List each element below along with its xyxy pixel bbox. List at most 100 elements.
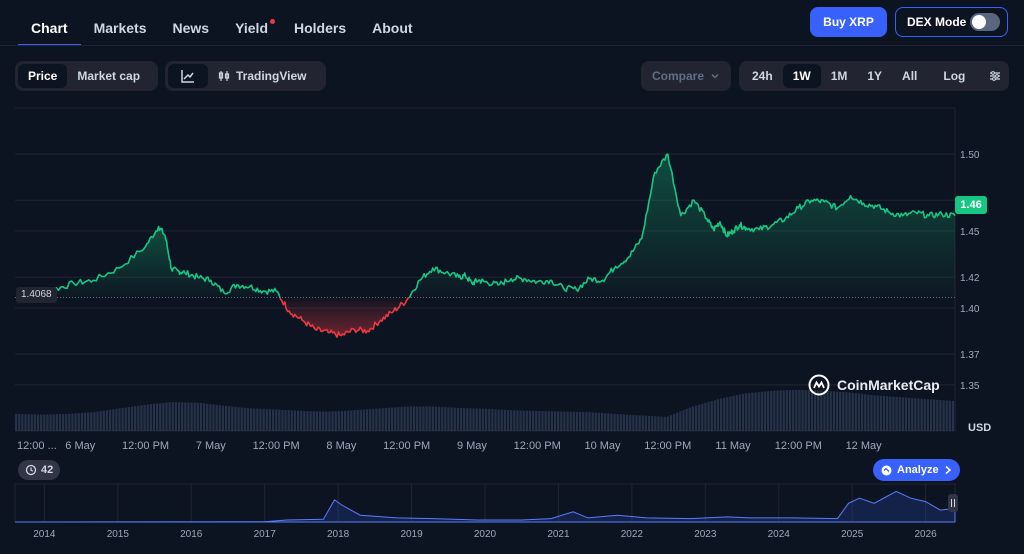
toggle-switch[interactable] bbox=[970, 13, 1000, 31]
volume-bar bbox=[663, 416, 666, 431]
settings-button[interactable] bbox=[981, 64, 1009, 88]
volume-bar bbox=[594, 412, 597, 431]
volume-bar bbox=[447, 407, 450, 431]
volume-bar bbox=[939, 400, 942, 431]
volume-bar bbox=[917, 398, 920, 431]
volume-bar bbox=[466, 408, 469, 431]
volume-bar bbox=[58, 414, 62, 431]
volume-bar bbox=[347, 410, 350, 431]
volume-bar bbox=[575, 411, 579, 431]
overview-x-label: 2021 bbox=[547, 529, 570, 540]
y-tick-label: 1.42 bbox=[960, 273, 980, 284]
market-cap-button[interactable]: Market cap bbox=[77, 69, 141, 83]
tab-holders[interactable]: Holders bbox=[294, 20, 347, 36]
dex-mode-toggle[interactable]: DEX Mode bbox=[895, 7, 1008, 37]
volume-bar bbox=[510, 410, 513, 431]
overview-x-label: 2014 bbox=[33, 529, 56, 540]
overview-x-label: 2023 bbox=[694, 529, 717, 540]
volume-bar bbox=[406, 406, 409, 431]
line-chart-button[interactable] bbox=[168, 64, 208, 88]
tab-chart[interactable]: Chart bbox=[18, 10, 81, 46]
range-1m[interactable]: 1M bbox=[830, 69, 848, 83]
x-tick-label: 11 May bbox=[715, 440, 751, 452]
volume-bar bbox=[24, 414, 27, 431]
volume-bar bbox=[268, 409, 271, 431]
volume-bar bbox=[428, 406, 431, 431]
volume-bar bbox=[857, 393, 861, 431]
x-tick-label: 12:00 PM bbox=[122, 440, 169, 452]
y-axis: 1.351.371.401.421.451.471.50 bbox=[960, 150, 980, 392]
overview-x-label: 2015 bbox=[107, 529, 130, 540]
compare-dropdown[interactable]: Compare bbox=[641, 61, 731, 91]
x-tick-label: 12:00 PM bbox=[253, 440, 300, 452]
volume-bar bbox=[137, 405, 140, 431]
volume-bar bbox=[785, 390, 788, 431]
tab-yield[interactable]: Yield bbox=[222, 10, 281, 46]
volume-bar bbox=[74, 413, 77, 431]
volume-bar bbox=[234, 406, 237, 431]
volume-bar bbox=[387, 407, 391, 431]
analyze-label: Analyze bbox=[897, 464, 939, 476]
overview-chart[interactable]: 2014 2015 2016 2017 2018 2019 2020 2021 2022 2023… bbox=[0, 482, 1024, 554]
volume-bar bbox=[152, 403, 156, 431]
volume-bar bbox=[682, 410, 685, 431]
volume-bar bbox=[748, 393, 751, 431]
volume-bar bbox=[579, 411, 582, 431]
tradingview-button[interactable]: TradingView bbox=[208, 64, 316, 88]
y-tick-label: 1.37 bbox=[960, 350, 980, 361]
volume-bar bbox=[43, 414, 46, 431]
volume-bar bbox=[513, 410, 516, 431]
line-up bbox=[21, 225, 281, 298]
volume-bar bbox=[83, 412, 87, 431]
overview-x-label: 2025 bbox=[841, 529, 864, 540]
analyze-button[interactable]: Analyze bbox=[873, 459, 960, 481]
volume-bar bbox=[87, 412, 90, 431]
volume-bar bbox=[832, 391, 835, 431]
volume-bar bbox=[36, 414, 40, 431]
range-handle[interactable] bbox=[948, 494, 958, 512]
volume-bar bbox=[27, 414, 30, 431]
volume-bar bbox=[622, 414, 626, 431]
volume-bar bbox=[33, 414, 36, 431]
price-chart[interactable]: 1.351.371.401.421.451.471.50 12:00 ...6 … bbox=[0, 100, 1024, 460]
price-button[interactable]: Price bbox=[18, 64, 68, 88]
tab-news[interactable]: News bbox=[172, 20, 210, 36]
volume-bar bbox=[206, 403, 209, 431]
volume-bar bbox=[525, 410, 528, 431]
notification-dot bbox=[270, 19, 275, 24]
volume-bar bbox=[588, 412, 591, 431]
volume-bar bbox=[569, 411, 572, 431]
x-tick-label: 7 May bbox=[196, 440, 226, 452]
range-1y[interactable]: 1Y bbox=[867, 69, 883, 83]
volume-bar bbox=[165, 402, 168, 431]
volume-bar bbox=[864, 394, 867, 431]
overview-x-label: 2016 bbox=[180, 529, 203, 540]
tab-about[interactable]: About bbox=[372, 20, 413, 36]
volume-bar bbox=[124, 407, 127, 431]
volume-bar bbox=[933, 399, 936, 431]
buy-xrp-button[interactable]: Buy XRP bbox=[810, 7, 887, 37]
volume-bar bbox=[882, 396, 886, 431]
volume-bar bbox=[246, 408, 250, 431]
volume-bar bbox=[560, 411, 563, 431]
volume-bar bbox=[651, 416, 654, 431]
history-count: 42 bbox=[41, 464, 54, 476]
x-tick-label: 9 May bbox=[457, 440, 487, 452]
volume-bar bbox=[619, 414, 622, 431]
log-button[interactable]: Log bbox=[943, 69, 966, 83]
volume-bar bbox=[889, 396, 892, 431]
volume-bar bbox=[770, 390, 773, 431]
volume-bar bbox=[62, 414, 65, 431]
volume-bar bbox=[118, 408, 121, 431]
watermark: CoinMarketCap bbox=[808, 374, 940, 396]
overview-area bbox=[14, 490, 956, 523]
tab-markets[interactable]: Markets bbox=[93, 20, 147, 36]
range-1w[interactable]: 1W bbox=[782, 64, 821, 88]
volume-bar bbox=[93, 411, 96, 431]
range-24h[interactable]: 24h bbox=[752, 69, 773, 83]
range-all[interactable]: All bbox=[902, 69, 918, 83]
volume-bar bbox=[926, 399, 929, 431]
volume-bar bbox=[616, 414, 619, 431]
volume-bar bbox=[475, 408, 478, 431]
history-badge[interactable]: 42 bbox=[18, 460, 61, 480]
